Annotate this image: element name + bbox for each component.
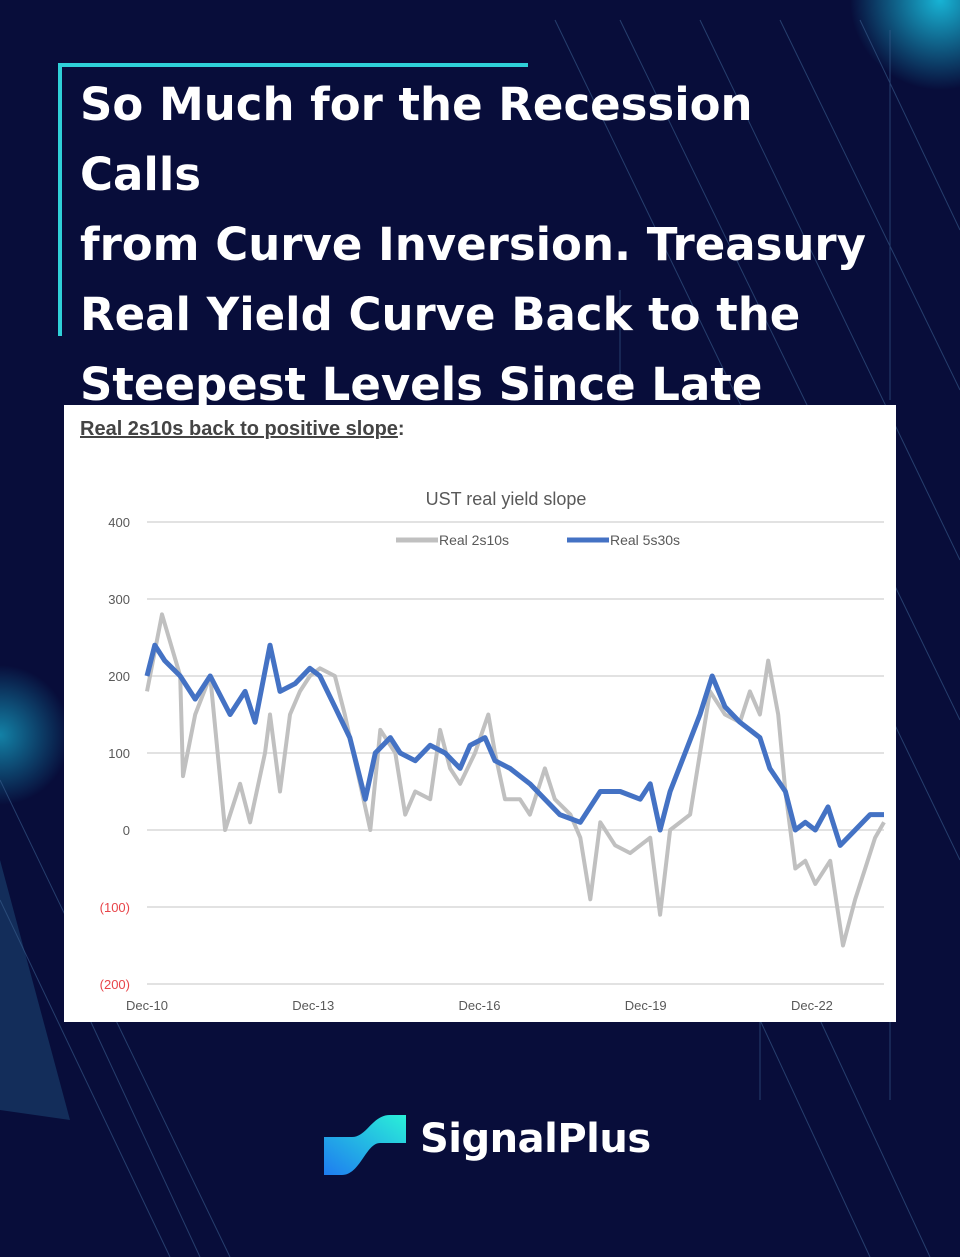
- chart-title: UST real yield slope: [426, 489, 587, 509]
- x-tick-label: Dec-22: [791, 998, 833, 1013]
- y-tick-label: (100): [100, 900, 130, 915]
- legend-label: Real 5s30s: [610, 532, 680, 548]
- x-tick-label: Dec-10: [126, 998, 168, 1013]
- headline-line: Real Yield Curve Back to the: [80, 288, 801, 341]
- x-tick-label: Dec-19: [625, 998, 667, 1013]
- series-line-real-2s10s: [145, 612, 886, 948]
- series-line-real-5s30s: [144, 642, 884, 848]
- y-tick-label: 200: [108, 669, 130, 684]
- y-tick-label: 100: [108, 746, 130, 761]
- legend-label: Real 2s10s: [439, 532, 509, 548]
- y-tick-label: 0: [123, 823, 130, 838]
- signalplus-logo-icon: [324, 1115, 406, 1175]
- chart-card: Real 2s10s back to positive slope: UST r…: [64, 405, 896, 1022]
- chart-card-heading: Real 2s10s back to positive slope:: [80, 418, 405, 441]
- title-accent-bar: [58, 63, 528, 67]
- headline-line: from Curve Inversion. Treasury: [80, 218, 866, 271]
- y-tick-label: 300: [108, 592, 130, 607]
- headline: So Much for the Recession Calls from Cur…: [80, 70, 880, 490]
- headline-line: So Much for the Recession Calls: [80, 78, 753, 201]
- title-accent-bar-vertical: [58, 63, 62, 336]
- heading-colon: :: [397, 418, 405, 440]
- heading-text: Real 2s10s back to positive slope: [80, 418, 398, 440]
- y-tick-label: 400: [108, 515, 130, 530]
- line-chart: UST real yield slope 400 300 200 100 0 (100) (…: [100, 489, 886, 1013]
- x-tick-label: Dec-16: [459, 998, 501, 1013]
- x-tick-label: Dec-13: [292, 998, 334, 1013]
- brand-name: SignalPlus: [420, 1116, 651, 1162]
- y-tick-label: (200): [100, 977, 130, 992]
